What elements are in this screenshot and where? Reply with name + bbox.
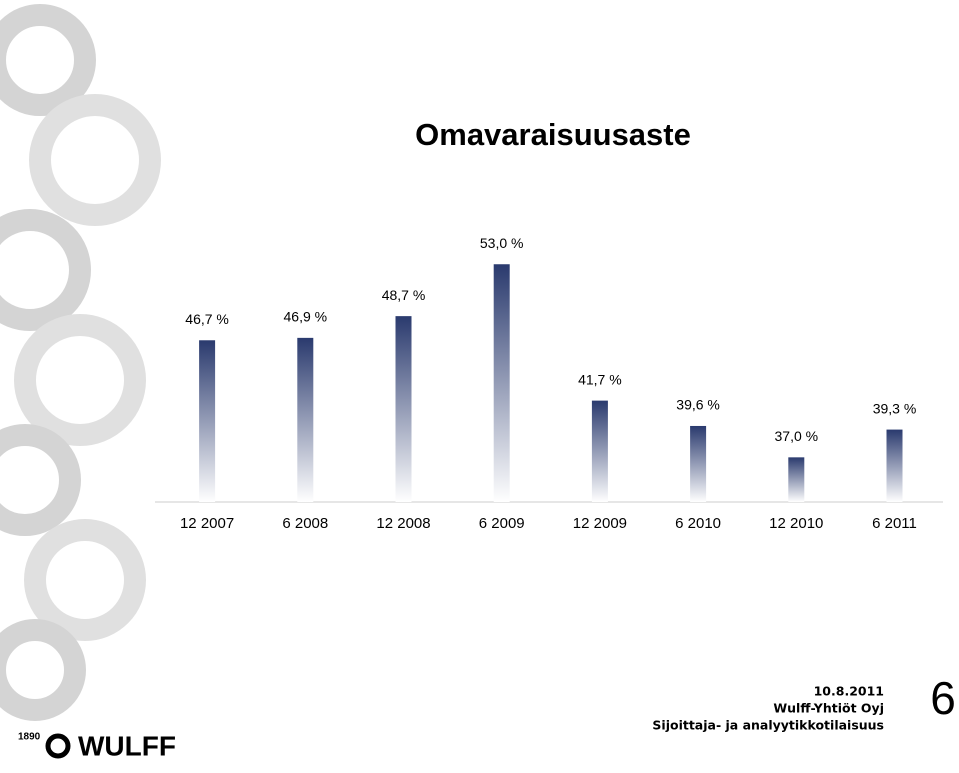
x-tick-label: 6 2011 [872,515,917,532]
x-tick-label: 6 2009 [479,515,525,532]
data-label: 46,7 % [185,311,229,327]
logo-year: 1890 [18,732,41,743]
bar [297,337,314,502]
chart-title: Omavaraisuusaste [415,117,691,152]
bar [493,264,510,502]
bar [690,425,707,502]
x-tick-label: 12 2008 [376,515,430,532]
footer-company: Wulff-Yhtiöt Oyj [773,701,884,716]
bar [788,457,805,502]
data-label: 37,0 % [775,428,819,444]
data-label: 41,7 % [578,371,622,387]
x-tick-label: 12 2007 [180,515,234,532]
x-tick-label: 12 2009 [573,515,627,532]
logo: 1890 WULFF [18,730,176,761]
bar [395,316,412,502]
bar [591,400,608,502]
footer-event: Sijoittaja- ja analyytikkotilaisuus [652,718,884,733]
data-label: 39,6 % [676,397,720,413]
x-tick-label: 12 2010 [769,515,823,532]
footer-date: 10.8.2011 [814,684,884,699]
decoration [0,0,161,773]
x-tick-label: 6 2008 [282,515,328,532]
logo-swirl [45,733,71,759]
x-tick-label: 6 2010 [675,515,721,532]
data-label: 46,9 % [284,309,328,325]
bar [199,340,216,502]
page-number: 6 [930,672,956,724]
logo-name: WULFF [78,730,176,761]
data-label: 53,0 % [480,235,524,251]
data-label: 48,7 % [382,287,426,303]
data-label: 39,3 % [873,400,917,416]
bar [886,429,903,502]
